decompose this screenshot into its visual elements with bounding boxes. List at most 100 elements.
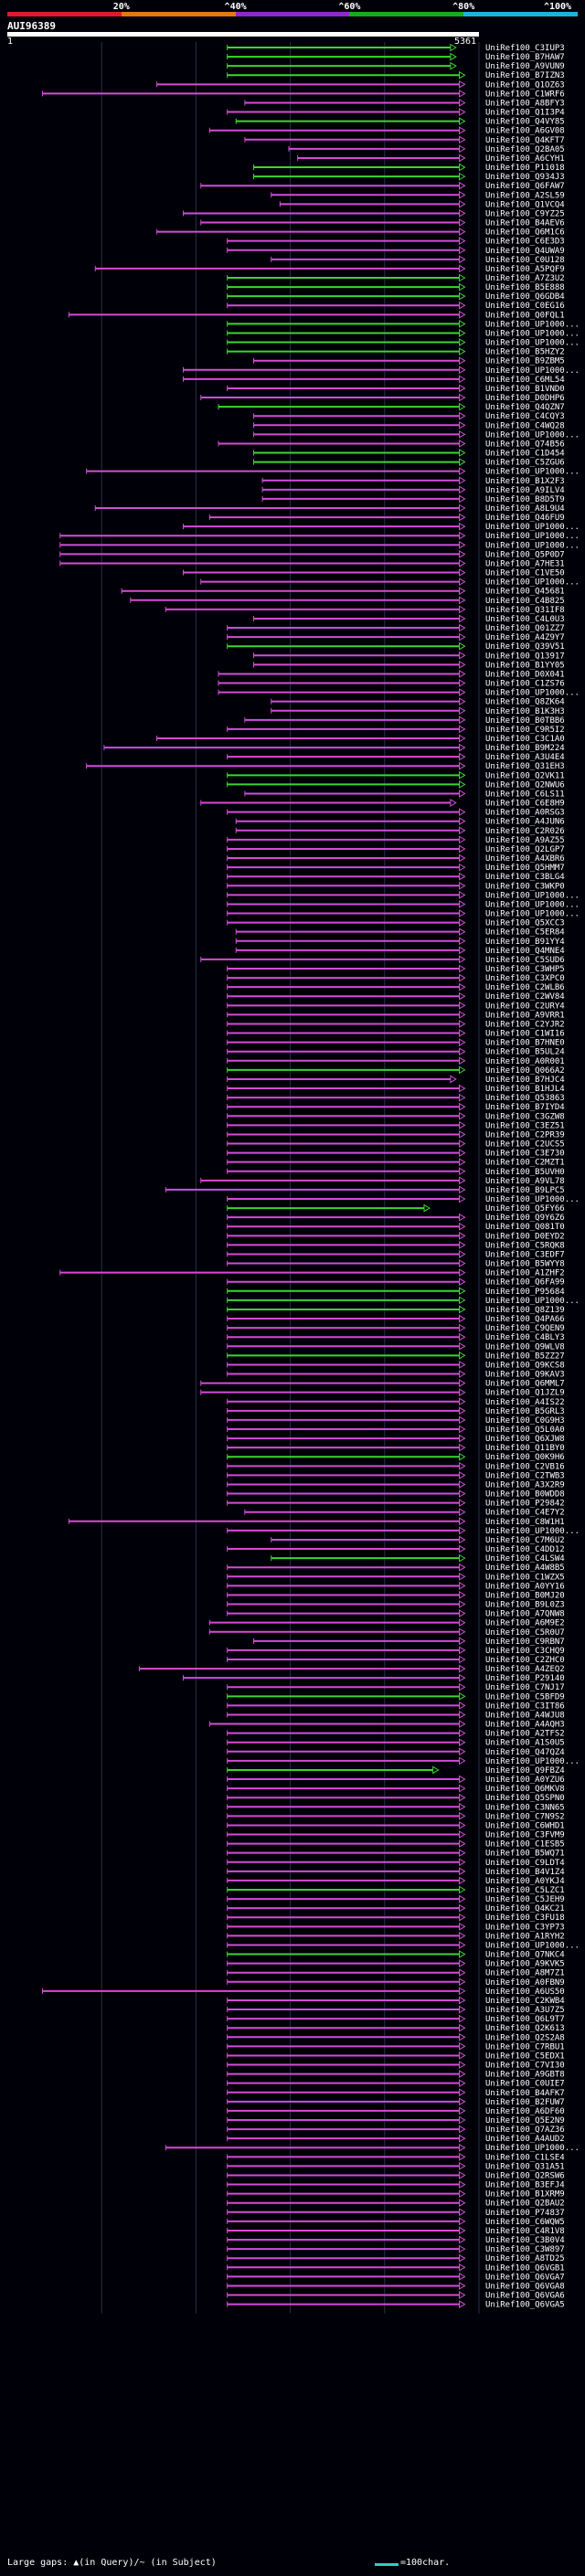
hit-label[interactable]: UniRef100_A3U4E4 <box>485 753 565 762</box>
hit-label[interactable]: UniRef100_Q6VGA7 <box>485 2273 565 2282</box>
hit-label[interactable]: UniRef100_A6US50 <box>485 1988 565 1997</box>
hit-label[interactable]: UniRef100_Q5SPN0 <box>485 1794 565 1803</box>
hit-label[interactable]: UniRef100_C1WI16 <box>485 1030 565 1039</box>
hit-label[interactable]: UniRef100_UP1000... <box>485 468 580 477</box>
hit-label[interactable]: UniRef100_B0MJ20 <box>485 1591 565 1600</box>
hit-label[interactable]: UniRef100_A4AQH3 <box>485 1721 565 1730</box>
hit-label[interactable]: UniRef100_A9AZ55 <box>485 836 565 845</box>
hit-label[interactable]: UniRef100_UP1000... <box>485 1527 580 1536</box>
hit-label[interactable]: UniRef100_B8D5T9 <box>485 495 565 504</box>
hit-label[interactable]: UniRef100_B5WQ71 <box>485 1850 565 1859</box>
hit-label[interactable]: UniRef100_A2TFS2 <box>485 1730 565 1739</box>
hit-label[interactable]: UniRef100_B2FUW7 <box>485 2098 565 2107</box>
hit-label[interactable]: UniRef100_Q01ZZ7 <box>485 624 565 633</box>
hit-label[interactable]: UniRef100_Q45681 <box>485 588 565 597</box>
hit-label[interactable]: UniRef100_A9VRR1 <box>485 1011 565 1020</box>
hit-label[interactable]: UniRef100_C3CHQ9 <box>485 1647 565 1656</box>
hit-label[interactable]: UniRef100_B1YY05 <box>485 661 565 670</box>
hit-label[interactable]: UniRef100_C0U128 <box>485 256 565 265</box>
hit-label[interactable]: UniRef100_C6LS11 <box>485 790 565 799</box>
hit-label[interactable]: UniRef100_B7IZN3 <box>485 71 565 80</box>
hit-label[interactable]: UniRef100_UP1000... <box>485 320 580 329</box>
hit-label[interactable]: UniRef100_UP1000... <box>485 329 580 338</box>
hit-label[interactable]: UniRef100_UP1000... <box>485 1195 580 1204</box>
hit-label[interactable]: UniRef100_C4BLY3 <box>485 1333 565 1342</box>
hit-label[interactable]: UniRef100_C6WQW5 <box>485 2218 565 2227</box>
hit-label[interactable]: UniRef100_Q2BA05 <box>485 145 565 154</box>
hit-label[interactable]: UniRef100_A4W8B5 <box>485 1564 565 1573</box>
hit-label[interactable]: UniRef100_C1ESB5 <box>485 1840 565 1850</box>
hit-label[interactable]: UniRef100_UP1000... <box>485 430 580 440</box>
hit-label[interactable]: UniRef100_C2WV84 <box>485 992 565 1002</box>
hit-label[interactable]: UniRef100_Q47QZ4 <box>485 1748 565 1757</box>
hit-label[interactable]: UniRef100_C2YJR2 <box>485 1020 565 1029</box>
hit-label[interactable]: UniRef100_C1ZS76 <box>485 680 565 689</box>
hit-label[interactable]: UniRef100_C1VE50 <box>485 569 565 578</box>
hit-label[interactable]: UniRef100_B5UVH0 <box>485 1168 565 1177</box>
hit-label[interactable]: UniRef100_Q2K613 <box>485 2024 565 2033</box>
hit-label[interactable]: UniRef100_B0WDD8 <box>485 1490 565 1500</box>
hit-label[interactable]: UniRef100_C3EDF7 <box>485 1250 565 1259</box>
hit-label[interactable]: UniRef100_B91YY4 <box>485 938 565 947</box>
hit-label[interactable]: UniRef100_Q4KFT7 <box>485 136 565 145</box>
hit-label[interactable]: UniRef100_A0R001 <box>485 1057 565 1066</box>
hit-label[interactable]: UniRef100_A9VUN9 <box>485 62 565 71</box>
hit-label[interactable]: UniRef100_C6WHD1 <box>485 1821 565 1830</box>
hit-label[interactable]: UniRef100_C8W1H1 <box>485 1518 565 1527</box>
hit-label[interactable]: UniRef100_B5E888 <box>485 283 565 292</box>
hit-label[interactable]: UniRef100_C7NJ17 <box>485 1683 565 1692</box>
hit-label[interactable]: UniRef100_A1S0U5 <box>485 1739 565 1748</box>
hit-label[interactable]: UniRef100_A6DF60 <box>485 2107 565 2116</box>
hit-label[interactable]: UniRef100_C2MZT1 <box>485 1159 565 1168</box>
hit-label[interactable]: UniRef100_C2PR39 <box>485 1130 565 1140</box>
hit-label[interactable]: UniRef100_Q5P0D7 <box>485 550 565 559</box>
hit-label[interactable]: UniRef100_UP1000... <box>485 523 580 532</box>
hit-label[interactable]: UniRef100_C4DD12 <box>485 1545 565 1554</box>
hit-label[interactable]: UniRef100_C5SUD6 <box>485 956 565 965</box>
hit-label[interactable]: UniRef100_UP1000... <box>485 900 580 909</box>
hit-label[interactable]: UniRef100_P74837 <box>485 2209 565 2218</box>
hit-label[interactable]: UniRef100_C3NN65 <box>485 1803 565 1812</box>
hit-label[interactable]: UniRef100_C7RBU1 <box>485 2042 565 2051</box>
hit-label[interactable]: UniRef100_A6CYH1 <box>485 154 565 164</box>
hit-label[interactable]: UniRef100_C1WRF6 <box>485 90 565 99</box>
hit-label[interactable]: UniRef100_Q6L9T7 <box>485 2015 565 2024</box>
hit-label[interactable]: UniRef100_Q9FBZ4 <box>485 1766 565 1776</box>
hit-label[interactable]: UniRef100_A4XBR6 <box>485 854 565 864</box>
hit-label[interactable]: UniRef100_Q081T0 <box>485 1223 565 1232</box>
hit-label[interactable]: UniRef100_Q31IF8 <box>485 606 565 615</box>
hit-label[interactable]: UniRef100_Q4KC21 <box>485 1904 565 1913</box>
hit-label[interactable]: UniRef100_C1LSE4 <box>485 2153 565 2162</box>
hit-label[interactable]: UniRef100_C4R1V8 <box>485 2227 565 2236</box>
hit-label[interactable]: UniRef100_Q934J3 <box>485 173 565 182</box>
hit-label[interactable]: UniRef100_Q4VY85 <box>485 118 565 127</box>
hit-label[interactable]: UniRef100_B4V1Z4 <box>485 1868 565 1877</box>
hit-label[interactable]: UniRef100_C3C1A0 <box>485 735 565 744</box>
hit-label[interactable]: UniRef100_Q9WLV8 <box>485 1342 565 1352</box>
hit-label[interactable]: UniRef100_B1VND0 <box>485 385 565 394</box>
hit-label[interactable]: UniRef100_C0UIE7 <box>485 2080 565 2089</box>
hit-label[interactable]: UniRef100_UP1000... <box>485 689 580 698</box>
hit-label[interactable]: UniRef100_B0TBB6 <box>485 716 565 726</box>
hit-label[interactable]: UniRef100_C4B825 <box>485 597 565 606</box>
hit-label[interactable]: UniRef100_Q7AZ36 <box>485 2125 565 2135</box>
hit-label[interactable]: UniRef100_C3XPC0 <box>485 974 565 983</box>
hit-label[interactable]: UniRef100_Q5L0A0 <box>485 1426 565 1435</box>
hit-label[interactable]: UniRef100_C6ML54 <box>485 376 565 385</box>
hit-label[interactable]: UniRef100_A4Z9Y7 <box>485 633 565 642</box>
hit-label[interactable]: UniRef100_C3FVM9 <box>485 1831 565 1840</box>
hit-label[interactable]: UniRef100_Q6VGB1 <box>485 2263 565 2273</box>
hit-label[interactable]: UniRef100_Q8ZK64 <box>485 698 565 707</box>
hit-label[interactable]: UniRef100_A9KVK5 <box>485 1960 565 1969</box>
hit-label[interactable]: UniRef100_C3FU18 <box>485 1913 565 1923</box>
hit-label[interactable]: UniRef100_Q2NWU6 <box>485 780 565 790</box>
hit-label[interactable]: UniRef100_C3YP73 <box>485 1923 565 1932</box>
hit-label[interactable]: UniRef100_Q9KCS8 <box>485 1361 565 1370</box>
hit-label[interactable]: UniRef100_C5BFD9 <box>485 1692 565 1701</box>
hit-label[interactable]: UniRef100_Q6MML7 <box>485 1380 565 1389</box>
hit-label[interactable]: UniRef100_A4AUD2 <box>485 2135 565 2144</box>
hit-label[interactable]: UniRef100_A8TD25 <box>485 2254 565 2263</box>
hit-label[interactable]: UniRef100_C6E3D3 <box>485 238 565 247</box>
hit-label[interactable]: UniRef100_A3U7Z5 <box>485 2006 565 2015</box>
hit-label[interactable]: UniRef100_C9RBN7 <box>485 1638 565 1647</box>
